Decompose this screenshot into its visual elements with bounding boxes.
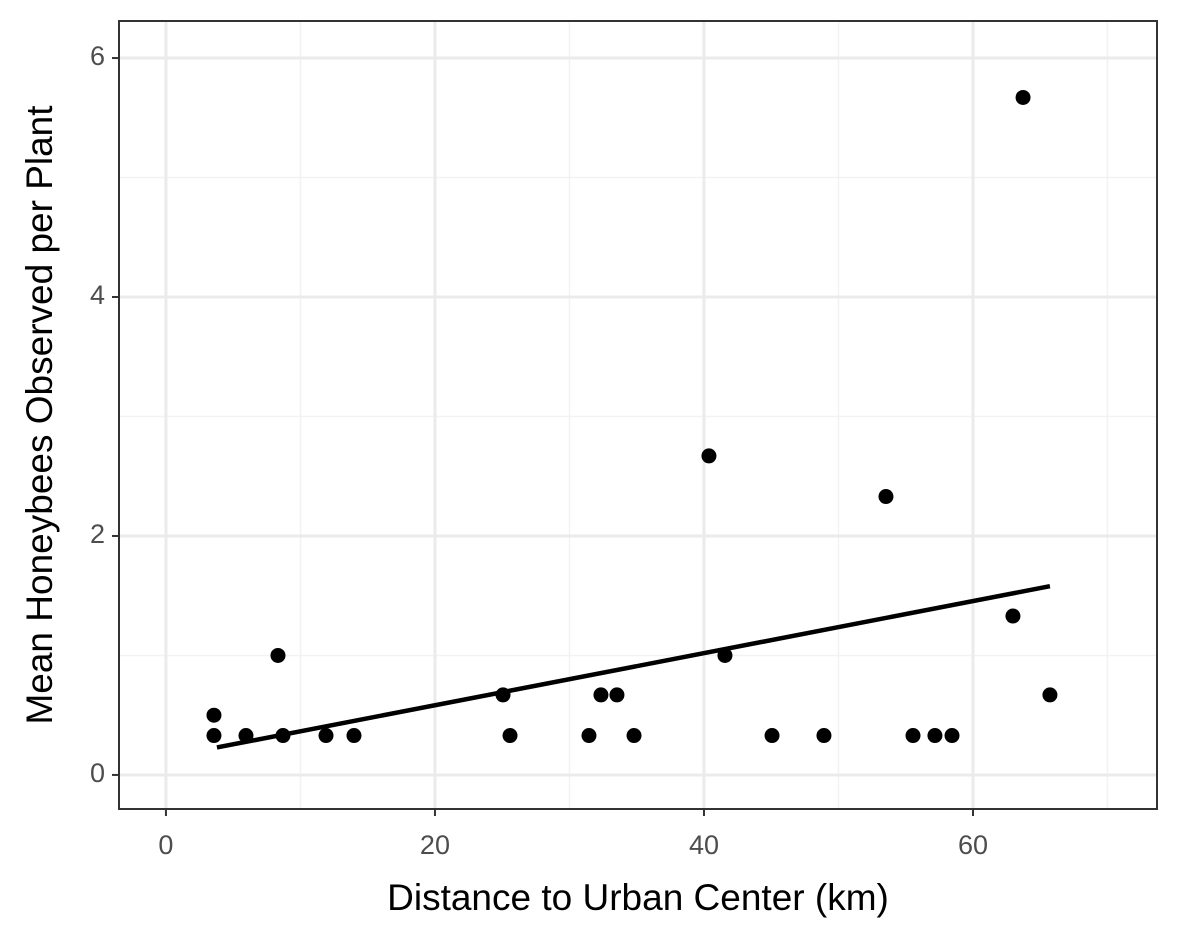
point [609, 687, 625, 703]
point [502, 728, 518, 744]
y-tick-label: 6 [90, 41, 105, 71]
x-tick-label: 60 [958, 830, 988, 860]
point [318, 728, 334, 744]
x-tick-label: 20 [420, 830, 450, 860]
point [878, 489, 894, 505]
point [701, 448, 717, 464]
point [581, 728, 597, 744]
point [593, 687, 609, 703]
point [1015, 89, 1031, 105]
point [764, 728, 780, 744]
y-tick-label: 0 [90, 758, 105, 788]
y-axis-title: Mean Honeybees Observed per Plant [19, 105, 60, 725]
point [270, 647, 286, 663]
y-tick-label: 2 [90, 519, 105, 549]
trend-line [216, 583, 1051, 750]
point [1005, 608, 1021, 624]
point [1042, 687, 1058, 703]
point [905, 728, 921, 744]
point [206, 728, 222, 744]
point [944, 728, 960, 744]
point [626, 728, 642, 744]
x-tick-label: 40 [689, 830, 719, 860]
point [206, 707, 222, 723]
x-axis-title: Distance to Urban Center (km) [387, 877, 889, 918]
point [816, 728, 832, 744]
point [927, 728, 943, 744]
point [346, 728, 362, 744]
y-tick-label: 4 [90, 280, 105, 310]
x-tick-label: 0 [158, 830, 173, 860]
panel-border [118, 20, 1158, 810]
